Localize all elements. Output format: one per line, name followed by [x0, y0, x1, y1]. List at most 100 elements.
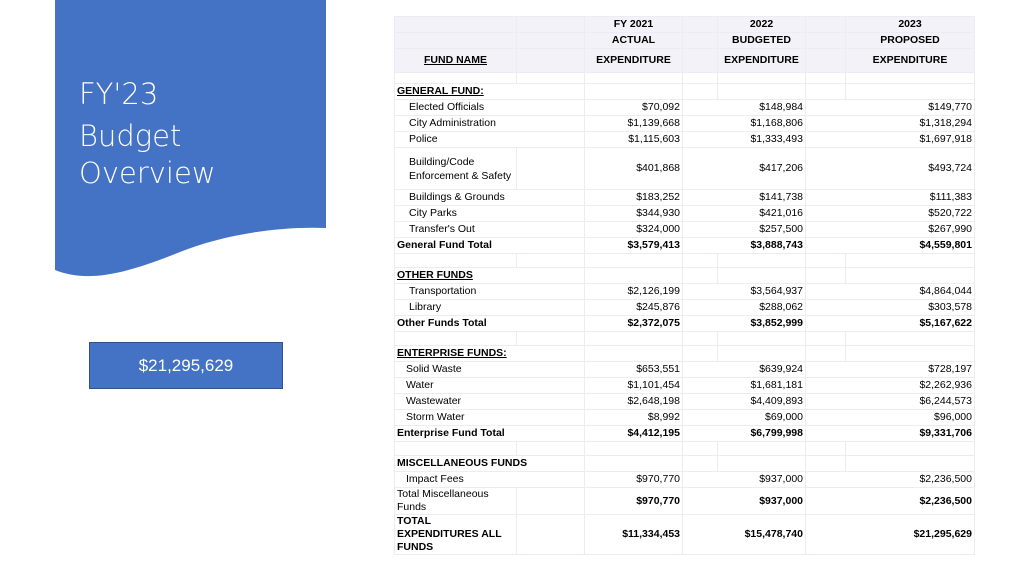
table-row: Library $245,876 $288,062 $303,578: [394, 299, 975, 316]
table-row: Transfer's Out $324,000 $257,500 $267,99…: [394, 221, 975, 238]
value-fy2022: $1,333,493: [682, 131, 806, 148]
value-fy2022: $4,409,893: [682, 393, 806, 410]
total-label: Total Miscellaneous Funds: [394, 487, 517, 515]
value-fy2021: $653,551: [584, 361, 683, 378]
value-fy2021: $344,930: [584, 205, 683, 222]
total-budget-box: $21,295,629: [89, 342, 283, 389]
fund-name: Police: [394, 131, 585, 148]
total-fy2021: $4,412,195: [584, 425, 683, 442]
value-fy2022: $257,500: [682, 221, 806, 238]
fund-name: Transfer's Out: [394, 221, 585, 238]
table-row: Water $1,101,454 $1,681,181 $2,262,936: [394, 377, 975, 394]
value-fy2023: $728,197: [805, 361, 975, 378]
slide-title-line1: FY'23: [79, 77, 159, 111]
value-fy2022: $1,168,806: [682, 115, 806, 132]
table-row: Wastewater $2,648,198 $4,409,893 $6,244,…: [394, 393, 975, 410]
value-fy2021: $970,770: [584, 471, 683, 488]
value-fy2023: $1,697,918: [805, 131, 975, 148]
value-fy2023: $493,724: [805, 147, 975, 190]
value-fy2023: $303,578: [805, 299, 975, 316]
total-fy2023: $5,167,622: [805, 315, 975, 332]
value-fy2021: $245,876: [584, 299, 683, 316]
slide-title-line3-text: Overview: [79, 156, 216, 190]
value-fy2021: $401,868: [584, 147, 683, 190]
slide-title-line2: Budget Overview: [79, 118, 216, 192]
header-fy2021: FY 2021: [584, 16, 683, 33]
section-heading-row: GENERAL FUND:: [394, 83, 975, 100]
total-row: Other Funds Total $2,372,075 $3,852,999 …: [394, 315, 975, 332]
header-budgeted: BUDGETED: [717, 32, 806, 49]
value-fy2023: $149,770: [805, 99, 975, 116]
fund-name: Elected Officials: [394, 99, 585, 116]
section-heading-general-fund: GENERAL FUND:: [394, 83, 585, 100]
slide-title-line2-text: Budget: [79, 119, 182, 153]
value-fy2023: $520,722: [805, 205, 975, 222]
total-fy2023: $4,559,801: [805, 237, 975, 254]
grand-total-fy2021: $11,334,453: [584, 514, 683, 555]
value-fy2023: $4,864,044: [805, 283, 975, 300]
table-row: Building/Code Enforcement & Safety $401,…: [394, 147, 975, 190]
total-row: Total Miscellaneous Funds $970,770 $937,…: [394, 487, 975, 515]
total-label: Other Funds Total: [394, 315, 585, 332]
header-row-expenditure: FUND NAME EXPENDITURE EXPENDITURE EXPEND…: [394, 48, 975, 73]
header-fy2022: 2022: [717, 16, 806, 33]
table-row: Transportation $2,126,199 $3,564,937 $4,…: [394, 283, 975, 300]
value-fy2021: $70,092: [584, 99, 683, 116]
value-fy2021: $1,101,454: [584, 377, 683, 394]
header-expenditure-2022: EXPENDITURE: [717, 48, 806, 73]
value-fy2023: $96,000: [805, 409, 975, 426]
value-fy2022: $1,681,181: [682, 377, 806, 394]
value-fy2023: $6,244,573: [805, 393, 975, 410]
total-row: General Fund Total $3,579,413 $3,888,743…: [394, 237, 975, 254]
table-row: Solid Waste $653,551 $639,924 $728,197: [394, 361, 975, 378]
fund-name: Transportation: [394, 283, 585, 300]
total-row: Enterprise Fund Total $4,412,195 $6,799,…: [394, 425, 975, 442]
header-proposed: PROPOSED: [845, 32, 975, 49]
spacer-row: [394, 441, 975, 456]
header-expenditure-2021: EXPENDITURE: [584, 48, 683, 73]
total-fy2021: $3,579,413: [584, 237, 683, 254]
header-expenditure-2023: EXPENDITURE: [845, 48, 975, 73]
header-row-status: ACTUAL BUDGETED PROPOSED: [394, 32, 975, 49]
value-fy2023: $267,990: [805, 221, 975, 238]
fund-name: Building/Code Enforcement & Safety: [394, 147, 517, 190]
fund-name: Library: [394, 299, 585, 316]
fund-name: Impact Fees: [394, 471, 585, 488]
section-heading-misc-funds: MISCELLANEOUS FUNDS: [394, 455, 585, 472]
table-row: Storm Water $8,992 $69,000 $96,000: [394, 409, 975, 426]
table-row: City Administration $1,139,668 $1,168,80…: [394, 115, 975, 132]
value-fy2023: $111,383: [805, 189, 975, 206]
fund-name: Buildings & Grounds: [394, 189, 585, 206]
total-fy2022: $3,852,999: [682, 315, 806, 332]
header-row-years: FY 2021 2022 2023: [394, 16, 975, 33]
fund-name: City Administration: [394, 115, 585, 132]
header-fy2023: 2023: [845, 16, 975, 33]
total-fy2023: $2,236,500: [805, 487, 975, 515]
value-fy2022: $937,000: [682, 471, 806, 488]
grand-total-fy2023: $21,295,629: [805, 514, 975, 555]
value-fy2022: $639,924: [682, 361, 806, 378]
budget-table: FY 2021 2022 2023 ACTUAL BUDGETED PROPOS…: [394, 16, 975, 555]
total-label: Enterprise Fund Total: [394, 425, 585, 442]
grand-total-row: TOTAL EXPENDITURES ALL FUNDS $11,334,453…: [394, 514, 975, 555]
fund-name: Solid Waste: [394, 361, 585, 378]
fund-name: Water: [394, 377, 585, 394]
fund-name: City Parks: [394, 205, 585, 222]
value-fy2023: $2,262,936: [805, 377, 975, 394]
value-fy2021: $8,992: [584, 409, 683, 426]
table-row: Police $1,115,603 $1,333,493 $1,697,918: [394, 131, 975, 148]
grand-total-label: TOTAL EXPENDITURES ALL FUNDS: [394, 514, 517, 555]
title-panel: [0, 0, 330, 300]
title-panel-shape: [0, 0, 326, 277]
total-fy2021: $970,770: [584, 487, 683, 515]
fund-name: Storm Water: [394, 409, 585, 426]
value-fy2022: $417,206: [682, 147, 806, 190]
value-fy2021: $1,115,603: [584, 131, 683, 148]
value-fy2021: $2,126,199: [584, 283, 683, 300]
value-fy2021: $1,139,668: [584, 115, 683, 132]
section-heading-other-funds: OTHER FUNDS: [394, 267, 585, 284]
header-fund-name: FUND NAME: [394, 48, 517, 73]
section-heading-row: OTHER FUNDS: [394, 267, 975, 284]
value-fy2022: $3,564,937: [682, 283, 806, 300]
total-label: General Fund Total: [394, 237, 585, 254]
